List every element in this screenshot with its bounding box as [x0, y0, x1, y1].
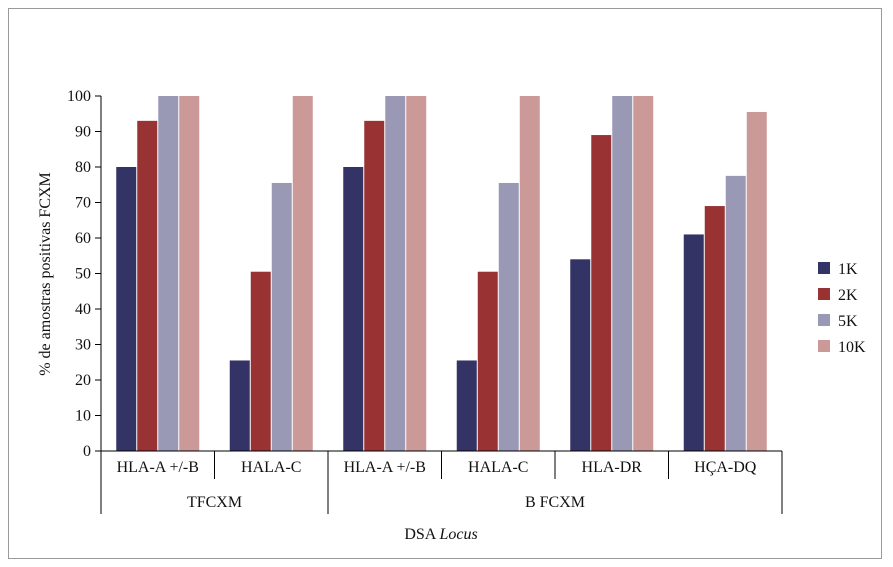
bar-1k	[116, 167, 137, 451]
y-tick-label: 90	[75, 124, 91, 141]
y-tick-label: 70	[75, 195, 91, 212]
y-tick-label: 100	[67, 88, 91, 105]
legend-swatch	[818, 262, 830, 274]
bar-5k	[158, 96, 179, 451]
chart-frame	[8, 8, 882, 559]
bar-10k	[746, 111, 767, 451]
x-category-label: HALA-C	[468, 459, 528, 476]
bar-1k	[456, 360, 477, 451]
legend-label: 5K	[838, 313, 858, 330]
bar-10k	[633, 96, 654, 451]
legend-swatch	[818, 340, 830, 352]
x-axis-label: DSA Locus	[404, 526, 477, 543]
bar-2k	[250, 271, 271, 451]
y-tick-label: 80	[75, 159, 91, 176]
bar-5k	[385, 96, 406, 451]
bar-1k	[229, 360, 250, 451]
x-category-label: HLA-A +/-B	[117, 459, 199, 476]
y-tick-label: 20	[75, 372, 91, 389]
bar-10k	[519, 96, 540, 451]
bar-5k	[725, 175, 746, 451]
bars	[116, 96, 767, 452]
legend-label: 1K	[838, 261, 858, 278]
legend-label: 10K	[838, 339, 866, 356]
bar-2k	[137, 120, 158, 451]
legend-swatch	[818, 314, 830, 326]
y-tick-label: 50	[75, 266, 91, 283]
y-axis-label: % de amostras positivas FCXM	[37, 172, 54, 376]
bar-2k	[704, 206, 725, 451]
bar-2k	[591, 135, 612, 452]
bar-10k	[292, 96, 313, 451]
x-category-label: HÇA-DQ	[694, 459, 757, 476]
bar-1k	[683, 234, 704, 451]
bar-10k	[406, 96, 427, 451]
y-axis: 0 10 20 30 40 50 60 70 80 90 100	[67, 88, 102, 460]
y-tick-label: 30	[75, 337, 91, 354]
bar-1k	[570, 259, 591, 451]
bar-5k	[271, 182, 292, 451]
bar-10k	[179, 96, 200, 451]
x-axis: HLA-A +/-B HALA-C HLA-A +/-B HALA-C HLA-DR HÇ…	[100, 450, 783, 514]
bar-5k	[612, 96, 633, 451]
legend-label: 2K	[838, 287, 858, 304]
bar-5k	[498, 182, 519, 451]
y-tick-label: 10	[75, 408, 91, 425]
x-group-label: B FCXM	[525, 494, 585, 511]
x-category-label: HLA-DR	[582, 459, 643, 476]
bar-1k	[343, 167, 364, 451]
x-group-label: TFCXM	[187, 494, 242, 511]
legend-swatch	[818, 288, 830, 300]
y-tick-label: 0	[83, 443, 91, 460]
bar-2k	[364, 120, 385, 451]
bar-2k	[477, 271, 498, 451]
legend: 1K 2K 5K 10K	[818, 261, 866, 356]
y-tick-label: 60	[75, 230, 91, 247]
x-category-label: HLA-A +/-B	[344, 459, 426, 476]
x-category-label: HALA-C	[241, 459, 301, 476]
y-tick-label: 40	[75, 301, 91, 318]
